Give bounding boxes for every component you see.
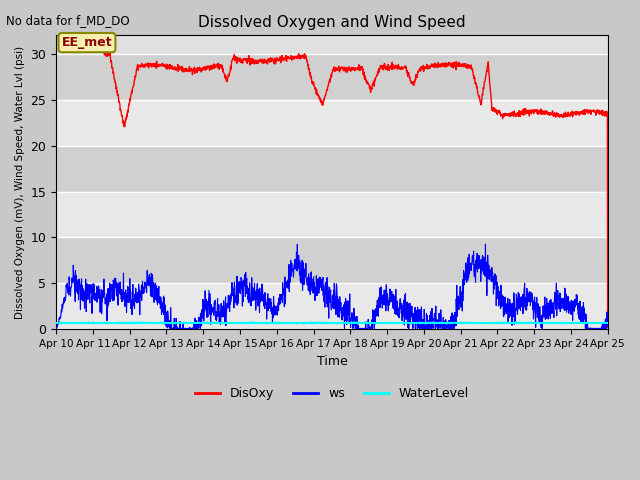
Y-axis label: Dissolved Oxygen (mV), Wind Speed, Water Lvl (psi): Dissolved Oxygen (mV), Wind Speed, Water… [15, 46, 25, 319]
ws [306, 280, 314, 286]
Bar [56, 283, 608, 329]
DisOxy [588, 108, 596, 114]
WaterLevel [487, 320, 495, 326]
ws [588, 325, 596, 331]
Title: Dissolved Oxygen and Wind Speed: Dissolved Oxygen and Wind Speed [198, 15, 466, 30]
Text: No data for f_MD_DO: No data for f_MD_DO [6, 14, 130, 27]
Legend: DisOxy, ws, WaterLevel: DisOxy, ws, WaterLevel [190, 383, 474, 406]
WaterLevel [321, 320, 329, 326]
Bar [56, 238, 608, 283]
DisOxy [604, 324, 612, 330]
Line: DisOxy: DisOxy [104, 51, 608, 327]
ws [588, 325, 596, 331]
DisOxy [306, 72, 314, 78]
WaterLevel [307, 321, 314, 326]
Line: WaterLevel: WaterLevel [56, 322, 608, 324]
ws [52, 325, 60, 331]
ws [321, 289, 328, 295]
Line: ws: ws [56, 244, 608, 328]
WaterLevel [81, 320, 88, 325]
WaterLevel [588, 320, 596, 326]
DisOxy [588, 109, 595, 115]
ws [81, 299, 88, 304]
WaterLevel [156, 319, 164, 325]
WaterLevel [588, 320, 596, 325]
X-axis label: Time: Time [317, 355, 348, 368]
ws [482, 241, 490, 247]
WaterLevel [263, 321, 271, 327]
WaterLevel [52, 320, 60, 326]
Text: EE_met: EE_met [61, 36, 112, 49]
WaterLevel [604, 320, 612, 326]
Bar [56, 100, 608, 145]
Bar [56, 54, 608, 100]
Bar [56, 192, 608, 238]
Bar [56, 145, 608, 192]
ws [487, 267, 495, 273]
ws [604, 315, 612, 321]
DisOxy [321, 96, 328, 102]
DisOxy [486, 88, 494, 94]
